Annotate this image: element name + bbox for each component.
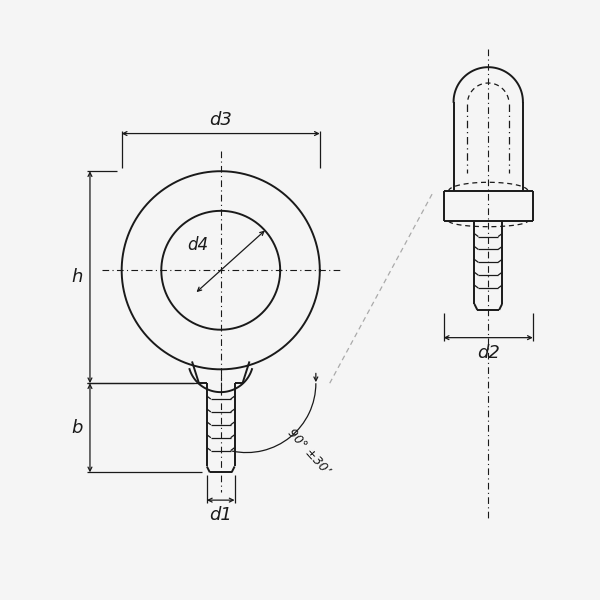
Text: d4: d4: [188, 236, 209, 254]
Text: 90° ±30’: 90° ±30’: [285, 427, 333, 478]
Text: d2: d2: [477, 344, 500, 362]
Text: d3: d3: [209, 110, 232, 128]
Text: b: b: [71, 419, 83, 437]
Text: h: h: [71, 268, 83, 286]
Text: d1: d1: [209, 506, 232, 524]
